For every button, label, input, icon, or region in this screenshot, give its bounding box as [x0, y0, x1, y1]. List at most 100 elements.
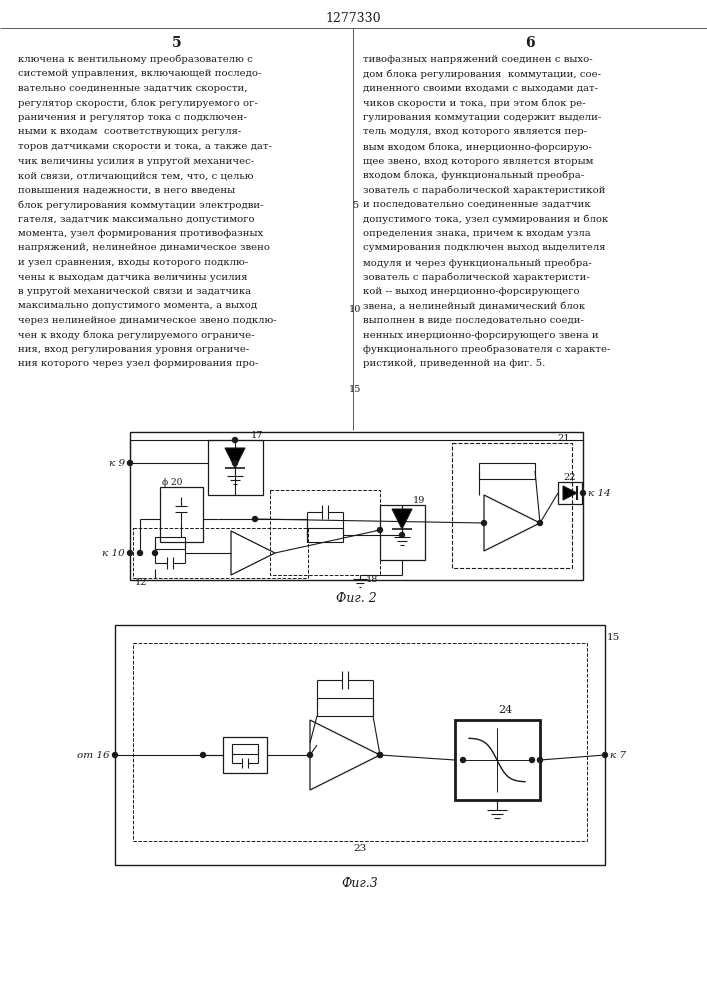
Text: диненного своими входами с выходами дат-: диненного своими входами с выходами дат-: [363, 84, 598, 93]
Text: щее звено, вход которого является вторым: щее звено, вход которого является вторым: [363, 156, 593, 165]
Text: 6: 6: [525, 36, 534, 50]
Text: определения знака, причем к входам узла: определения знака, причем к входам узла: [363, 229, 591, 238]
Bar: [208, 440, 263, 495]
Text: и последовательно соединенные задатчик: и последовательно соединенные задатчик: [363, 200, 590, 209]
Bar: [380, 505, 425, 560]
Text: кой -- выход инерционно-форсирующего: кой -- выход инерционно-форсирующего: [363, 287, 580, 296]
Text: гулирования коммутации содержит выдели-: гулирования коммутации содержит выдели-: [363, 113, 601, 122]
Circle shape: [378, 752, 382, 758]
Bar: [133, 643, 587, 841]
Text: через нелинейное динамическое звено подклю-: через нелинейное динамическое звено подк…: [18, 316, 276, 325]
Text: регулятор скорости, блок регулируемого ог-: регулятор скорости, блок регулируемого о…: [18, 99, 258, 108]
Circle shape: [201, 752, 206, 758]
Circle shape: [481, 520, 486, 526]
Circle shape: [252, 516, 257, 522]
Text: вательно соединенные задатчик скорости,: вательно соединенные задатчик скорости,: [18, 84, 247, 93]
Text: вым входом блока, инерционно-форсирую-: вым входом блока, инерционно-форсирую-: [363, 142, 592, 151]
Bar: [317, 698, 373, 716]
Bar: [479, 463, 535, 479]
Circle shape: [537, 520, 542, 526]
Text: функционального преобразователя с характе-: функционального преобразователя с характ…: [363, 345, 610, 355]
Text: от 16: от 16: [77, 750, 110, 760]
Polygon shape: [563, 486, 577, 500]
Bar: [130, 432, 583, 580]
Bar: [455, 720, 540, 800]
Text: напряжений, нелинейное динамическое звено: напряжений, нелинейное динамическое звен…: [18, 243, 270, 252]
Text: входом блока, функциональный преобра-: входом блока, функциональный преобра-: [363, 171, 584, 180]
Text: 15: 15: [349, 385, 361, 394]
Text: 10: 10: [349, 306, 361, 314]
Text: тель модуля, вход которого является пер-: тель модуля, вход которого является пер-: [363, 127, 587, 136]
Polygon shape: [392, 509, 412, 529]
Text: 24: 24: [498, 705, 512, 715]
Text: чен к входу блока регулируемого ограниче-: чен к входу блока регулируемого ограниче…: [18, 330, 255, 340]
Text: Фиг. 2: Фиг. 2: [336, 592, 377, 605]
Text: гателя, задатчик максимально допустимого: гателя, задатчик максимально допустимого: [18, 215, 255, 224]
Circle shape: [530, 758, 534, 762]
Text: системой управления, включающей последо-: системой управления, включающей последо-: [18, 70, 262, 79]
Text: ния которого через узел формирования про-: ния которого через узел формирования про…: [18, 360, 258, 368]
Text: раничения и регулятор тока с подключен-: раничения и регулятор тока с подключен-: [18, 113, 247, 122]
Bar: [115, 625, 605, 865]
Text: ристикой, приведенной на фиг. 5.: ристикой, приведенной на фиг. 5.: [363, 360, 545, 368]
Circle shape: [112, 752, 117, 758]
Circle shape: [602, 752, 607, 758]
Text: 22: 22: [563, 473, 576, 482]
Text: выполнен в виде последовательно соеди-: выполнен в виде последовательно соеди-: [363, 316, 584, 325]
Text: ния, вход регулирования уровня ограниче-: ния, вход регулирования уровня ограниче-: [18, 345, 250, 354]
Text: допустимого тока, узел суммирования и блок: допустимого тока, узел суммирования и бл…: [363, 215, 608, 224]
Text: 5: 5: [173, 36, 182, 50]
Bar: [133, 528, 308, 578]
Bar: [307, 528, 343, 542]
Text: 1277330: 1277330: [326, 11, 381, 24]
Text: модуля и через функциональный преобра-: модуля и через функциональный преобра-: [363, 258, 592, 267]
Text: ненных инерционно-форсирующего звена и: ненных инерционно-форсирующего звена и: [363, 330, 599, 340]
Text: зователь с параболической характеристи-: зователь с параболической характеристи-: [363, 272, 590, 282]
Bar: [452, 443, 572, 568]
Circle shape: [153, 550, 158, 556]
Circle shape: [580, 490, 585, 495]
Bar: [270, 490, 380, 575]
Text: в упругой механической связи и задатчика: в упругой механической связи и задатчика: [18, 287, 251, 296]
Text: 21: 21: [558, 434, 570, 443]
Text: 23: 23: [354, 844, 367, 853]
Bar: [155, 537, 185, 549]
Circle shape: [399, 532, 404, 538]
Text: чик величины усилия в упругой механичес-: чик величины усилия в упругой механичес-: [18, 156, 254, 165]
Text: блок регулирования коммутации электродви-: блок регулирования коммутации электродви…: [18, 200, 264, 210]
Text: 17: 17: [250, 431, 263, 440]
Text: 19: 19: [413, 496, 425, 505]
Circle shape: [127, 550, 132, 556]
Circle shape: [537, 758, 542, 762]
Circle shape: [127, 460, 132, 466]
Text: ϕ 20: ϕ 20: [162, 478, 182, 487]
Text: и узел сравнения, входы которого подклю-: и узел сравнения, входы которого подклю-: [18, 258, 248, 267]
Text: тивофазных напряжений соединен с выхо-: тивофазных напряжений соединен с выхо-: [363, 55, 592, 64]
Text: 12: 12: [135, 578, 148, 587]
Circle shape: [460, 758, 465, 762]
Text: чены к выходам датчика величины усилия: чены к выходам датчика величины усилия: [18, 272, 247, 282]
Bar: [160, 487, 203, 542]
Text: ключена к вентильному преобразователю с: ключена к вентильному преобразователю с: [18, 55, 252, 64]
Text: чиков скорости и тока, при этом блок ре-: чиков скорости и тока, при этом блок ре-: [363, 99, 585, 108]
Circle shape: [233, 438, 238, 442]
Text: дом блока регулирования  коммутации, сое-: дом блока регулирования коммутации, сое-: [363, 70, 601, 79]
Circle shape: [137, 550, 143, 556]
Circle shape: [233, 460, 238, 466]
Circle shape: [378, 752, 382, 758]
Circle shape: [308, 752, 312, 758]
Text: 15: 15: [607, 633, 620, 642]
Text: Фиг.3: Фиг.3: [341, 877, 378, 890]
Text: 5: 5: [352, 200, 358, 210]
Text: к 10: к 10: [103, 548, 125, 558]
Text: к 14: к 14: [588, 488, 611, 497]
Text: к 9: к 9: [109, 458, 125, 468]
Circle shape: [378, 528, 382, 532]
Text: кой связи, отличающийся тем, что, с целью: кой связи, отличающийся тем, что, с цель…: [18, 171, 254, 180]
Polygon shape: [225, 448, 245, 468]
Bar: [232, 744, 258, 754]
Text: максимально допустимого момента, а выход: максимально допустимого момента, а выход: [18, 302, 257, 310]
Text: суммирования подключен выход выделителя: суммирования подключен выход выделителя: [363, 243, 605, 252]
Text: момента, узел формирования противофазных: момента, узел формирования противофазных: [18, 229, 263, 238]
Text: звена, а нелинейный динамический блок: звена, а нелинейный динамический блок: [363, 302, 585, 310]
